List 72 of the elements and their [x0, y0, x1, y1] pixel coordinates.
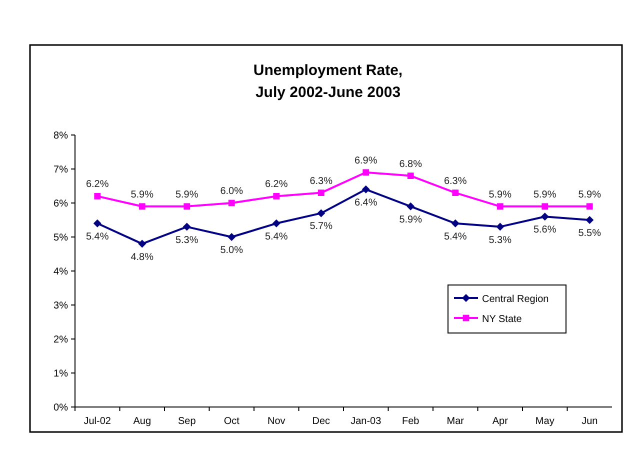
data-label: 6.2%	[264, 179, 288, 190]
y-tick-label: 3%	[54, 300, 68, 312]
data-label: 5.9%	[488, 189, 512, 200]
point	[228, 233, 236, 241]
y-tick-label: 4%	[54, 266, 68, 278]
data-label: 5.4%	[264, 231, 288, 242]
point	[496, 203, 504, 210]
point	[407, 172, 414, 179]
y-tick-label: 1%	[54, 368, 68, 380]
y-tick-label: 7%	[54, 164, 68, 176]
point	[318, 190, 324, 196]
x-tick-label: Mar	[446, 416, 465, 427]
data-label: 4.8%	[130, 252, 154, 263]
data-label: 5.9%	[399, 214, 422, 226]
x-tick-label: May	[535, 416, 554, 427]
data-label: 6.2%	[86, 179, 109, 190]
data-label: 5.4%	[444, 231, 467, 242]
data-label: 5.3%	[175, 234, 198, 246]
x-tick-label: Oct	[224, 416, 240, 427]
data-label: 5.5%	[578, 228, 602, 239]
point	[94, 193, 101, 200]
point	[93, 219, 102, 228]
data-label: 5.9%	[130, 189, 154, 200]
x-tick-label: Sep	[178, 416, 196, 427]
x-tick-label: Aug	[133, 416, 152, 427]
data-label: 5.7%	[310, 221, 333, 232]
point	[406, 202, 415, 210]
data-label: 6.3%	[310, 176, 333, 187]
point	[451, 219, 460, 228]
y-tick-label: 8%	[54, 130, 68, 142]
point	[317, 209, 326, 218]
point	[228, 200, 235, 206]
data-label: 6.9%	[354, 155, 378, 166]
point	[586, 203, 593, 210]
x-tick-label: Jan-03	[350, 416, 382, 427]
data-label: 5.0%	[220, 245, 244, 256]
data-label: 5.6%	[533, 224, 556, 236]
chart-title: Unemployment Rate, July 2002-June 2003	[253, 62, 403, 101]
point	[496, 222, 504, 231]
data-label: 6.8%	[399, 158, 422, 170]
legend-label: NY State	[482, 314, 522, 325]
point	[138, 203, 146, 210]
data-label: 6.4%	[354, 197, 378, 208]
data-label: 5.9%	[175, 189, 198, 200]
x-tick-label: Jul-02	[84, 416, 112, 427]
legend-label: Central Region	[482, 294, 549, 305]
point	[452, 190, 459, 196]
point	[138, 240, 146, 248]
point	[586, 216, 594, 224]
x-tick-label: Apr	[492, 416, 509, 427]
data-label: 6.0%	[220, 186, 244, 197]
point	[362, 169, 370, 176]
x-tick-label: Nov	[267, 416, 286, 427]
y-tick-label: 0%	[54, 402, 68, 414]
data-label: 5.3%	[488, 234, 512, 246]
point	[273, 193, 280, 200]
x-tick-label: Dec	[312, 416, 330, 427]
data-label: 5.9%	[533, 189, 556, 200]
x-tick-label: Jun	[582, 416, 598, 427]
point	[540, 212, 549, 221]
y-tick-label: 5%	[54, 232, 68, 244]
point	[542, 203, 548, 210]
x-tick-label: Feb	[402, 416, 420, 427]
y-tick-label: 2%	[54, 334, 68, 346]
point	[272, 219, 280, 228]
y-tick-label: 6%	[54, 198, 68, 210]
point	[184, 203, 190, 210]
point	[362, 185, 370, 194]
data-label: 5.4%	[86, 231, 109, 242]
data-label: 5.9%	[578, 189, 602, 200]
data-label: 6.3%	[444, 176, 467, 187]
point	[182, 222, 191, 231]
